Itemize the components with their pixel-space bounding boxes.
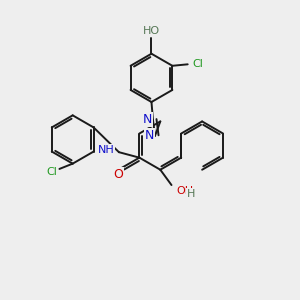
Text: Cl: Cl: [46, 167, 57, 177]
Text: NH: NH: [98, 145, 115, 155]
Text: HO: HO: [143, 26, 160, 36]
Text: O: O: [113, 168, 123, 181]
Text: OH: OH: [176, 186, 194, 196]
Text: H: H: [187, 189, 195, 199]
Text: N: N: [143, 113, 152, 126]
Text: Cl: Cl: [193, 59, 204, 69]
Text: N: N: [145, 129, 154, 142]
